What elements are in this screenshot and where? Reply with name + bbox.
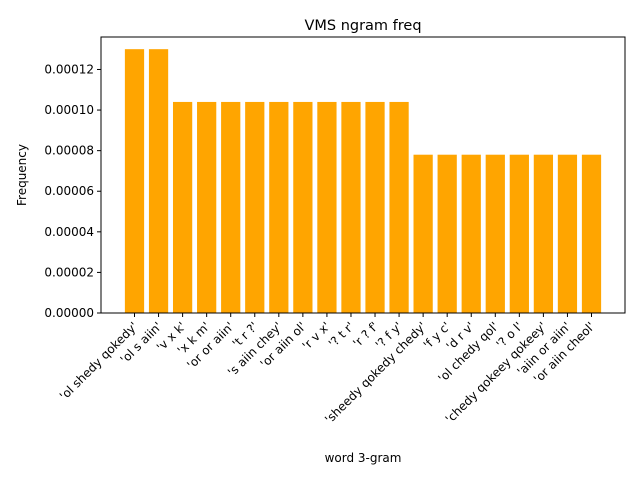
x-axis-title: word 3-gram [325,451,402,465]
bar [148,49,169,313]
chart-title: VMS ngram freq [304,18,421,34]
bar [245,101,265,313]
bar [365,101,385,313]
bar [509,154,529,313]
y-tick-label: 0.00002 [44,265,94,279]
bar [389,101,409,313]
bars-group [124,49,602,313]
bar [124,49,145,313]
bar [437,154,457,313]
bar [557,154,578,313]
y-tick-label: 0.00006 [44,184,94,198]
bar [581,154,602,313]
y-tick-label: 0.00004 [44,225,94,239]
bar [413,154,433,313]
bar [293,101,313,313]
bar [269,101,289,313]
bar [172,101,193,313]
plot-frame [100,36,626,314]
bar [317,101,337,313]
y-tick-label: 0.00010 [44,103,94,117]
y-axis-title: Frequency [15,144,29,206]
bar [533,154,554,313]
bar [341,101,361,313]
bar [485,154,505,313]
y-tick-label: 0.00008 [44,144,94,158]
y-tick-label: 0.00000 [44,306,94,320]
bar [197,101,217,313]
y-tick-label: 0.00012 [44,62,94,76]
bar [221,101,241,313]
bar [461,154,481,313]
y-axis-ticks: 0.00000 0.00002 0.00004 0.00006 0.00008 0.000… [44,62,101,320]
